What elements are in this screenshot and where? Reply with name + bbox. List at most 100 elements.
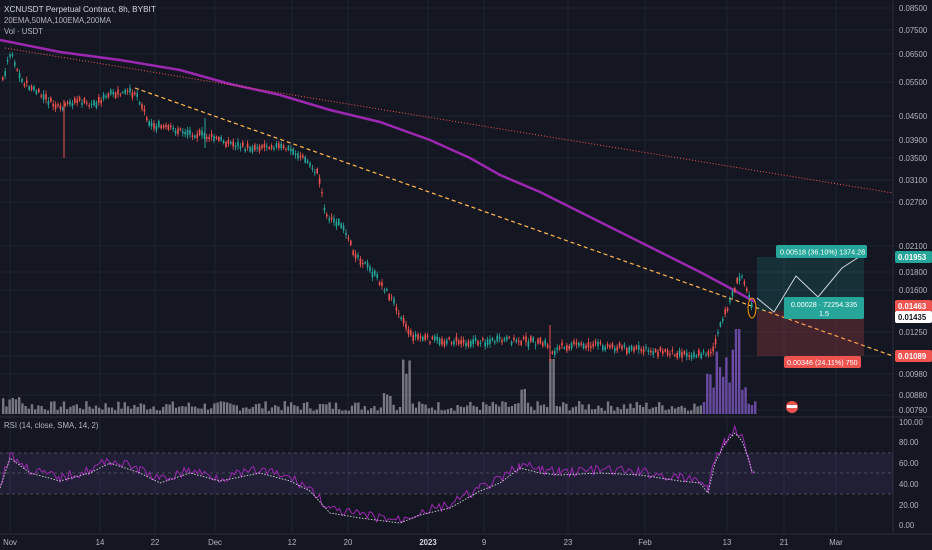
candle-body [484,342,486,347]
volume-bar [50,401,53,414]
candle-body [285,148,287,151]
candle-body [136,93,138,98]
candle-body [59,105,62,109]
volume-bar [517,403,520,414]
candle-body [630,346,633,351]
candle-body [369,266,371,272]
volume-bar [155,410,158,414]
candle-body [215,136,218,139]
time-tick: 20 [344,538,353,547]
candle-body [417,334,419,340]
candle-body [378,282,381,285]
volume-bar [235,405,238,414]
candle-body [383,290,386,292]
center-label-line2: 1.5 [819,309,829,318]
volume-bar [107,407,110,414]
volume-bar [101,409,104,414]
candle-body [107,93,110,98]
volume-bar [446,409,450,414]
candle-body [174,130,177,134]
candle-body [11,54,14,56]
candle-body [21,78,23,83]
candle-body [256,147,258,149]
volume-bar [174,407,178,414]
candle-body [263,144,266,148]
volume-bar [651,407,654,414]
volume-bar [648,409,651,414]
candle-body [455,336,458,342]
candle-body [652,351,654,355]
volume-bar [331,408,334,414]
time-tick: 2023 [419,538,437,547]
volume-bar [341,410,344,414]
volume-bar [146,409,149,414]
target-label-box[interactable] [776,245,867,258]
time-tick: 9 [482,538,486,547]
candle-body [614,347,616,352]
volume-bar [139,403,142,414]
volume-bar [482,402,485,414]
projection-path [756,254,863,313]
candle-body [434,336,436,341]
candle-body [143,108,146,112]
volume-bar [709,374,712,414]
candle-body [57,104,59,106]
volume-bar [744,387,747,414]
volume-bar [354,402,357,414]
volume-bar [229,403,232,414]
candle-body [498,336,501,340]
trendline-upper[interactable] [4,47,894,194]
volume-bar [402,359,405,414]
volume-bar [94,405,98,414]
volume-bar [434,410,437,414]
candle-body [570,343,573,349]
candle-body [225,141,227,148]
volume-bar [603,410,606,414]
candle-body [122,91,124,93]
volume-bar [11,397,14,414]
candle-body [419,336,422,339]
trendline-dashed[interactable] [134,87,894,357]
volume-bar [386,394,389,414]
candle-body [693,352,695,357]
candle-body [657,351,659,357]
volume-bar [238,410,242,414]
volume-bar [574,406,578,414]
center-label-box[interactable] [784,297,864,319]
candle-body [278,143,280,149]
stop-label-box[interactable] [784,356,861,368]
price-badge-text: 0.01089 [898,352,927,361]
candle-body [119,94,122,96]
candle-body [191,135,194,137]
candle-body [280,143,282,149]
volume-bar [18,397,21,414]
volume-bar [405,373,408,414]
volume-bar [357,402,360,414]
volume-bar [168,404,171,414]
candle-body [155,125,158,131]
candle-body [671,350,674,352]
rsi-line [0,424,755,524]
candle-body [585,345,587,349]
volume-bar [123,402,126,414]
volume-bar [178,406,181,414]
candle-body [623,345,626,347]
candle-body [609,345,611,349]
candle-body [426,335,429,338]
volume-bar [437,402,440,414]
candle-body [676,352,678,358]
volume-bar [5,406,8,414]
candle-body [26,80,28,84]
candle-body [314,171,316,173]
candle-body [539,337,542,344]
flag-icon-stripe [787,405,797,408]
candle-body [525,336,527,342]
volume-bar [149,408,152,414]
volume-bar [187,402,190,414]
candle-body [395,307,398,311]
candle-body [743,281,746,285]
candle-body [74,98,76,103]
candle-body [470,341,472,347]
volume-bar [632,407,635,414]
